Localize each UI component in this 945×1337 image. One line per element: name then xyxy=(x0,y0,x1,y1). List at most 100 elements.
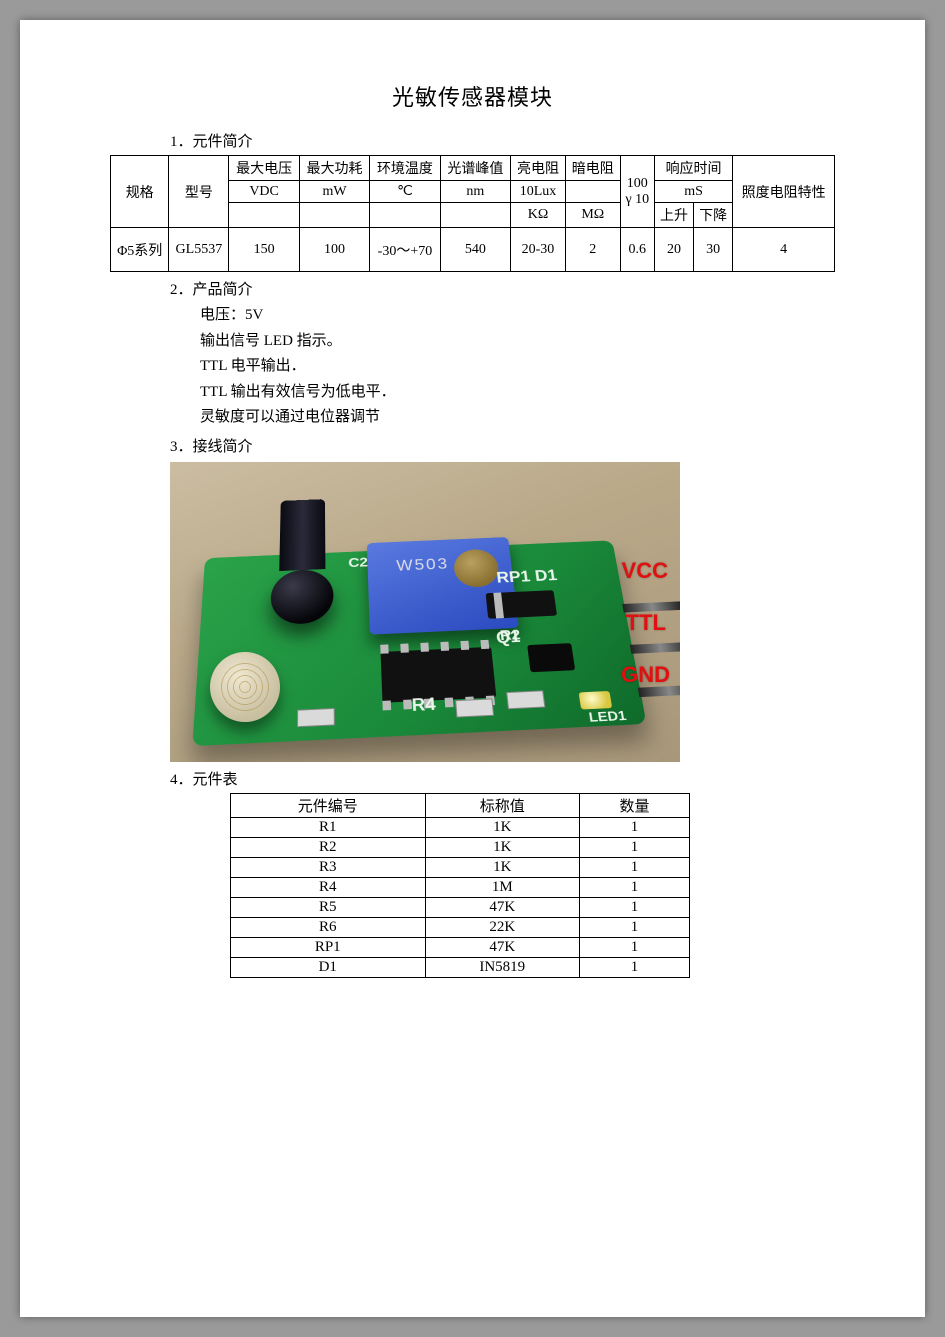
ic-chip-icon xyxy=(381,646,497,702)
transistor-icon xyxy=(527,643,575,672)
cell-gamma: 0.6 xyxy=(620,228,654,272)
ldr-sensor-icon xyxy=(210,652,280,722)
unit-nm: nm xyxy=(440,181,510,203)
pin-icon xyxy=(630,642,680,654)
cell-darkr: 2 xyxy=(565,228,620,272)
section-2-heading: 2．产品简介 xyxy=(170,278,835,299)
table-row: Φ5系列 GL5537 150 100 -30～+70 540 20-30 2 … xyxy=(111,228,835,272)
unit-c: ℃ xyxy=(370,181,440,203)
table-row: D1IN58191 xyxy=(231,957,690,977)
cell-qty: 1 xyxy=(580,857,690,877)
table-row: R21K1 xyxy=(231,837,690,857)
cell-id: R2 xyxy=(231,837,426,857)
silk-r4: R4 xyxy=(411,694,436,715)
cell-qty: 1 xyxy=(580,837,690,857)
product-intro: 电压：5V 输出信号 LED 指示。 TTL 电平输出． TTL 输出有效信号为… xyxy=(200,303,835,431)
cell-id: R5 xyxy=(231,897,426,917)
cell-val: 47K xyxy=(425,897,580,917)
th-darkr: 暗电阻 xyxy=(565,156,620,181)
unit-vdc: VDC xyxy=(229,181,299,203)
intro-line: 输出信号 LED 指示。 xyxy=(200,329,835,355)
unit-mw: mW xyxy=(299,181,369,203)
potentiometer-icon xyxy=(367,537,519,635)
cell-qty: 1 xyxy=(580,897,690,917)
cell-id: R3 xyxy=(231,857,426,877)
th-pmax: 最大功耗 xyxy=(299,156,369,181)
cell-val: 22K xyxy=(425,917,580,937)
th-luxchar: 照度电阻特性 xyxy=(733,156,835,228)
module-photo: W503 C2 RP1 D1 R2 Q1 R4 LED1 VCC TTL GND xyxy=(170,462,680,762)
cell-id: R1 xyxy=(231,817,426,837)
cell-peak: 540 xyxy=(440,228,510,272)
blank2 xyxy=(229,203,299,228)
unit-ms: mS xyxy=(654,181,732,203)
document-page: 光敏传感器模块 1．元件简介 规格 型号 最大电压 最大功耗 环境温度 光谱峰值… xyxy=(20,20,925,1317)
cell-lightr: 20-30 xyxy=(511,228,566,272)
intro-line: TTL 输出有效信号为低电平． xyxy=(200,380,835,406)
smd-resistor-icon xyxy=(506,690,545,709)
cell-qty: 1 xyxy=(580,817,690,837)
th-comp-id: 元件编号 xyxy=(231,793,426,817)
th-spec: 规格 xyxy=(111,156,169,228)
cell-val: 1K xyxy=(425,837,580,857)
diode-icon xyxy=(486,590,558,619)
gamma-bottom: γ 10 xyxy=(625,192,649,207)
section-1-heading: 1．元件简介 xyxy=(170,130,835,151)
th-comp-val: 标称值 xyxy=(425,793,580,817)
table-row: R11K1 xyxy=(231,817,690,837)
cell-pmax: 100 xyxy=(299,228,369,272)
cell-spec: Φ5系列 xyxy=(111,228,169,272)
table-row: R547K1 xyxy=(231,897,690,917)
table-row: RP147K1 xyxy=(231,937,690,957)
cell-fall: 30 xyxy=(694,228,733,272)
silk-led: LED1 xyxy=(588,707,628,724)
table-row: R41M1 xyxy=(231,877,690,897)
th-resp: 响应时间 xyxy=(654,156,732,181)
th-fall: 下降 xyxy=(694,203,733,228)
intro-line: TTL 电平输出． xyxy=(200,354,835,380)
th-gamma: 100 γ 10 xyxy=(620,156,654,228)
cell-model: GL5537 xyxy=(169,228,229,272)
smd-resistor-icon xyxy=(455,698,494,717)
cell-id: R6 xyxy=(231,917,426,937)
blank5 xyxy=(440,203,510,228)
led-icon xyxy=(579,690,613,709)
header-pins-icon xyxy=(610,588,664,715)
cell-val: 47K xyxy=(425,937,580,957)
silk-c2: C2 xyxy=(348,555,368,570)
pin-label-ttl: TTL xyxy=(626,610,666,636)
table-row: R622K1 xyxy=(231,917,690,937)
blank3 xyxy=(299,203,369,228)
blank4 xyxy=(370,203,440,228)
th-comp-qty: 数量 xyxy=(580,793,690,817)
unit-mohm: MΩ xyxy=(565,203,620,228)
cell-val: 1K xyxy=(425,857,580,877)
component-table: 元件编号 标称值 数量 R11K1R21K1R31K1R41M1R547K1R6… xyxy=(230,793,690,978)
th-temp: 环境温度 xyxy=(370,156,440,181)
cell-val: 1K xyxy=(425,817,580,837)
unit-lux: 10Lux xyxy=(511,181,566,203)
cell-id: R4 xyxy=(231,877,426,897)
pot-label: W503 xyxy=(396,555,450,574)
cell-qty: 1 xyxy=(580,937,690,957)
cell-val: IN5819 xyxy=(425,957,580,977)
silk-rp1: RP1 D1 xyxy=(496,566,559,586)
cell-rise: 20 xyxy=(654,228,693,272)
th-rise: 上升 xyxy=(654,203,693,228)
smd-resistor-icon xyxy=(297,707,335,726)
blank1 xyxy=(565,181,620,203)
cell-temp: -30～+70 xyxy=(370,228,440,272)
cell-vmax: 150 xyxy=(229,228,299,272)
cell-id: D1 xyxy=(231,957,426,977)
th-lightr: 亮电阻 xyxy=(511,156,566,181)
component-table-body: R11K1R21K1R31K1R41M1R547K1R622K1RP147K1D… xyxy=(231,817,690,977)
page-title: 光敏传感器模块 xyxy=(110,80,835,112)
pin-label-vcc: VCC xyxy=(622,558,668,584)
cell-luxchar: 4 xyxy=(733,228,835,272)
section-4-heading: 4．元件表 xyxy=(170,768,835,789)
cell-qty: 1 xyxy=(580,917,690,937)
pin-label-gnd: GND xyxy=(621,662,670,688)
spec-table: 规格 型号 最大电压 最大功耗 环境温度 光谱峰值 亮电阻 暗电阻 100 γ … xyxy=(110,155,835,272)
gamma-top: 100 xyxy=(627,176,648,191)
cell-id: RP1 xyxy=(231,937,426,957)
